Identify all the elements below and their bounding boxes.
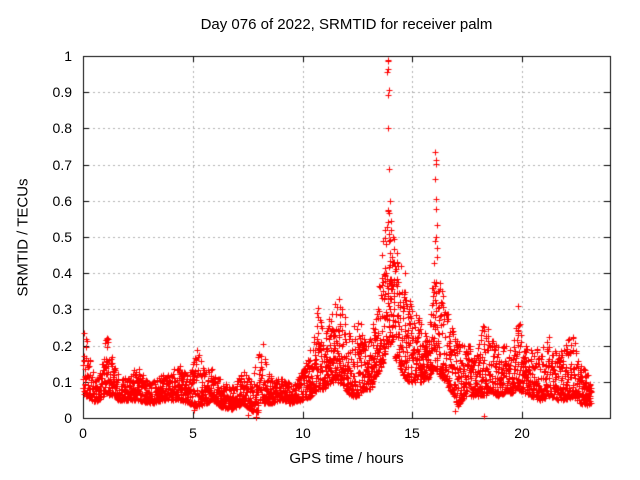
y-tick-label: 0.3 xyxy=(52,301,72,317)
y-tick-label: 0.2 xyxy=(52,338,72,354)
y-tick-label: 0.9 xyxy=(52,84,72,100)
y-tick-label: 0.8 xyxy=(52,120,72,136)
x-tick-label: 20 xyxy=(514,425,530,441)
x-tick-label: 15 xyxy=(404,425,420,441)
y-tick-label: 0.7 xyxy=(52,157,72,173)
x-tick-label: 5 xyxy=(189,425,197,441)
y-tick-label: 0.4 xyxy=(52,265,72,281)
y-tick-label: 0.6 xyxy=(52,193,72,209)
y-tick-label: 0 xyxy=(64,410,72,426)
y-tick-label: 1 xyxy=(64,48,72,64)
y-tick-label: 0.1 xyxy=(52,374,72,390)
y-tick-label: 0.5 xyxy=(52,229,72,245)
x-tick-label: 0 xyxy=(79,425,87,441)
x-tick-label: 10 xyxy=(295,425,311,441)
